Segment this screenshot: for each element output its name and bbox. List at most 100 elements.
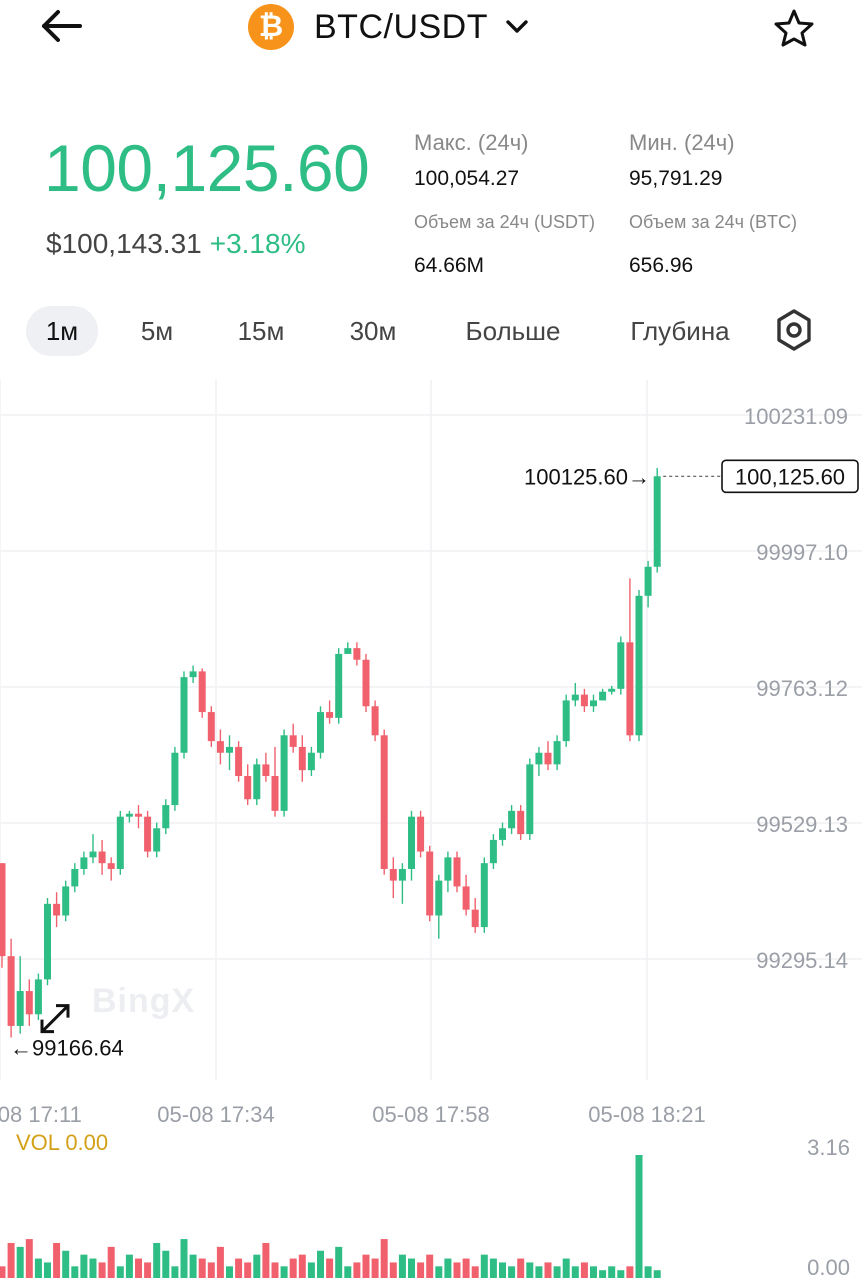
volume-bar: [499, 1262, 506, 1278]
volume-bar: [107, 1246, 115, 1278]
candle: [235, 746, 243, 776]
low-24h-value: 95,791.29: [629, 167, 723, 190]
volume-bar: [280, 1266, 288, 1278]
candle: [216, 741, 224, 753]
tab-30m[interactable]: 30м: [349, 315, 397, 346]
volume-bar: [599, 1270, 607, 1278]
volume-bar: [153, 1242, 161, 1278]
candle: [226, 746, 233, 753]
candle: [135, 813, 142, 817]
candle: [608, 688, 616, 692]
volume-bar: [371, 1258, 379, 1278]
chart-grid: [0, 380, 862, 1080]
volume-bar: [608, 1266, 616, 1278]
volume-bar: [335, 1246, 343, 1278]
volume-bar: [189, 1254, 197, 1278]
candle: [298, 746, 306, 771]
volume-bar: [116, 1266, 124, 1278]
low-price-label: ←99166.64: [10, 1036, 124, 1061]
candle: [271, 775, 279, 811]
candle: [144, 816, 152, 852]
candle: [153, 828, 161, 852]
candle: [0, 863, 6, 957]
candle: [480, 863, 488, 928]
volume-bar: [535, 1266, 543, 1278]
volume-btc-label: Объем за 24ч (BTC): [629, 212, 798, 232]
y-tick-label: 99529.13: [756, 812, 848, 837]
last-price-tag-text: 100,125.60: [735, 464, 845, 489]
candle: [435, 880, 443, 916]
expand-icon[interactable]: [40, 1004, 70, 1034]
tab-more[interactable]: Больше: [465, 315, 561, 346]
candle: [326, 712, 334, 718]
candle: [590, 700, 597, 707]
candle: [244, 775, 252, 800]
candle: [171, 752, 179, 806]
candle: [571, 694, 579, 701]
volume-bar: [80, 1254, 88, 1278]
volume-bar: [317, 1250, 324, 1278]
volume-usdt-label: Объем за 24ч (USDT): [414, 212, 596, 232]
candle: [34, 979, 42, 1015]
settings-icon[interactable]: [774, 308, 814, 352]
pair-name: BTC/USDT: [314, 7, 488, 46]
back-arrow-icon[interactable]: [38, 6, 86, 46]
change-percent: +3.18%: [209, 228, 306, 259]
candle: [489, 839, 497, 864]
volume-bar: [271, 1262, 279, 1278]
candle: [653, 476, 661, 567]
expand-icon-head: [56, 1004, 70, 1018]
candle: [389, 868, 397, 881]
tab-5m[interactable]: 5м: [140, 315, 174, 346]
candle: [344, 648, 352, 654]
volume-bar: [471, 1266, 479, 1278]
candle: [398, 868, 406, 881]
candle: [180, 677, 188, 753]
volume-bar: [53, 1242, 61, 1278]
candle: [25, 991, 33, 1015]
candlestick-chart[interactable]: 100231.09 99997.10 99763.12 99529.13 99295.1…: [0, 380, 862, 1280]
candle: [71, 868, 79, 887]
candle: [508, 810, 516, 829]
candle: [116, 816, 124, 869]
candle: [408, 816, 415, 869]
volume-bar: [580, 1262, 588, 1278]
volume-bar: [326, 1258, 334, 1278]
candle: [98, 851, 106, 864]
x-tick-label: 05-08 17:34: [157, 1102, 274, 1127]
volume-bar: [353, 1262, 361, 1278]
candle: [371, 706, 379, 736]
volume-max-label: 3.16: [807, 1135, 850, 1160]
volume-bar: [653, 1270, 661, 1278]
watermark: BingX: [92, 982, 196, 1020]
volume-bar: [489, 1258, 497, 1278]
volume-bar: [180, 1239, 188, 1278]
pair-selector[interactable]: ₿ BTC/USDT: [248, 4, 530, 50]
candle: [335, 653, 343, 718]
candle: [89, 851, 97, 858]
tab-15m[interactable]: 15м: [237, 315, 285, 346]
volume-bar: [89, 1258, 97, 1278]
volume-bar: [444, 1258, 452, 1278]
candle: [380, 735, 388, 869]
tab-depth[interactable]: Глубина: [630, 315, 730, 346]
volume-bar: [0, 1266, 6, 1278]
volume-bar: [644, 1266, 652, 1278]
candle: [462, 886, 470, 910]
volume-bar: [526, 1262, 534, 1278]
x-tick-label: 05-08 17:11: [0, 1102, 82, 1127]
candle: [471, 909, 479, 928]
candle: [499, 828, 506, 840]
candle: [580, 694, 588, 707]
candle: [362, 659, 370, 707]
x-tick-label: 05-08 17:58: [372, 1102, 489, 1127]
candle: [16, 991, 24, 1026]
volume-bar: [571, 1266, 579, 1278]
candle: [280, 735, 288, 811]
tab-1m[interactable]: 1м: [26, 306, 98, 356]
candle: [599, 691, 607, 701]
volume-bar: [626, 1266, 634, 1278]
star-icon[interactable]: [773, 8, 815, 48]
candle: [444, 857, 452, 881]
candle: [517, 810, 525, 835]
